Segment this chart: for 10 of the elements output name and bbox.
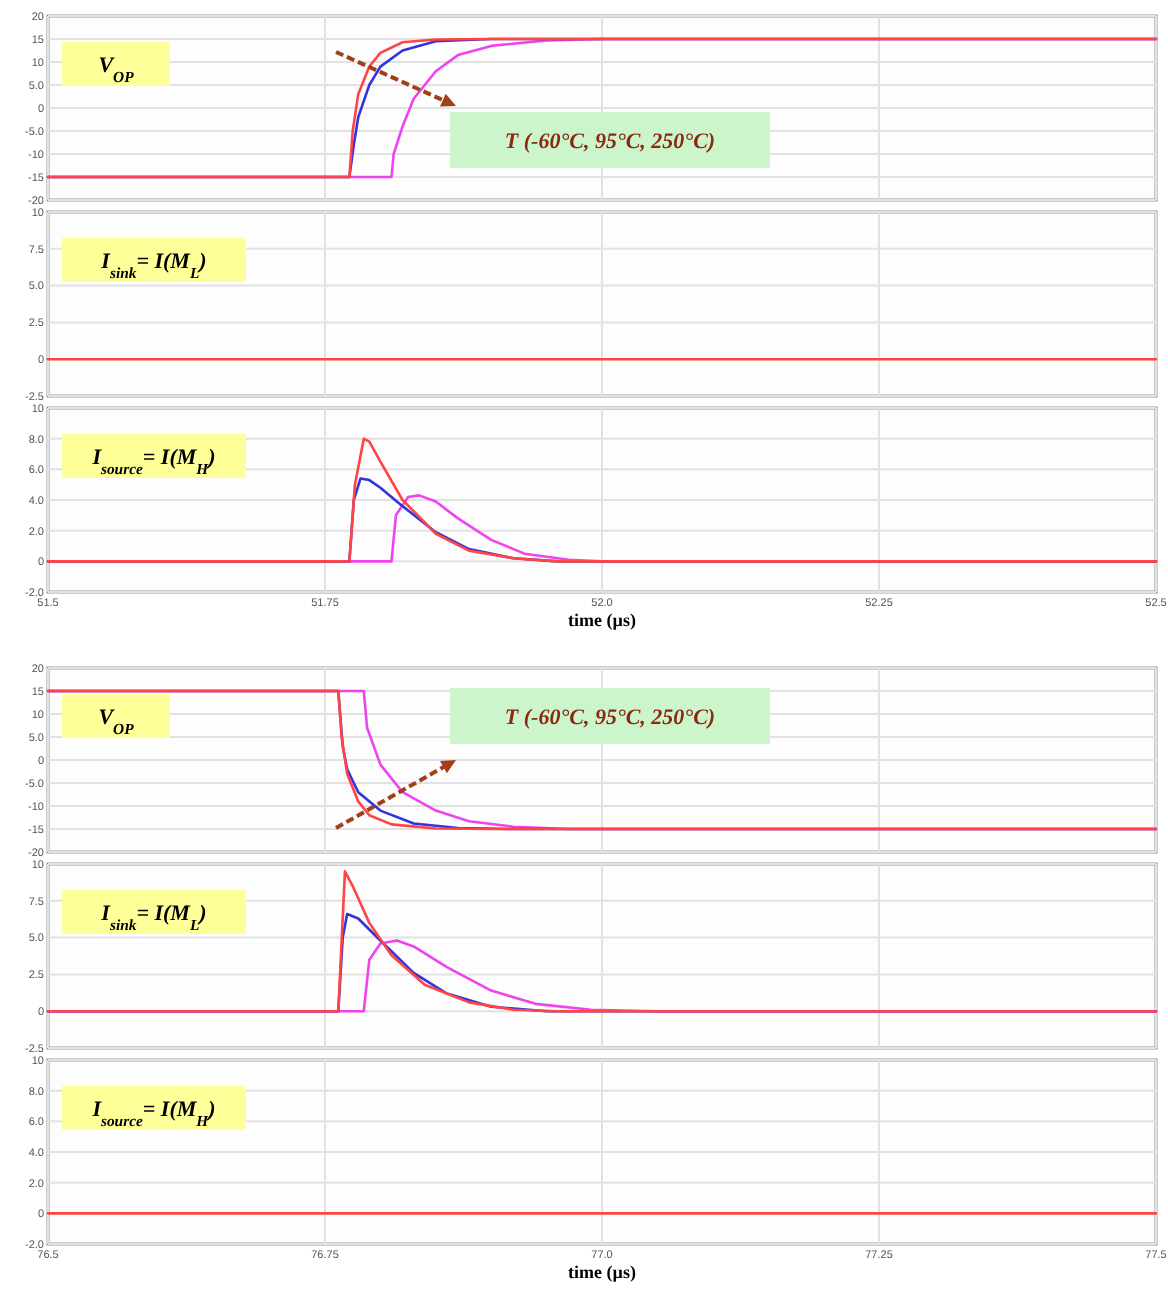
x-axis-title: time (µs)	[568, 610, 636, 630]
annotation: T (-60°C, 95°C, 250°C)	[504, 130, 716, 154]
annotation: I$_{source}$= I(M$_{H}$)	[90, 446, 216, 477]
annotation: I$_{sink}$= I(M$_{L}$)	[99, 250, 207, 281]
annotation: I$_{sink}$= I(M$_{L}$)	[99, 902, 207, 933]
annotation: V$_{OP}$	[98, 706, 135, 737]
x-axis-title: time (µs)	[568, 1262, 636, 1282]
annotation: T (-60°C, 95°C, 250°C)	[504, 706, 716, 730]
annotation: V$_{OP}$	[98, 54, 135, 85]
annotation: I$_{source}$= I(M$_{H}$)	[90, 1098, 216, 1129]
